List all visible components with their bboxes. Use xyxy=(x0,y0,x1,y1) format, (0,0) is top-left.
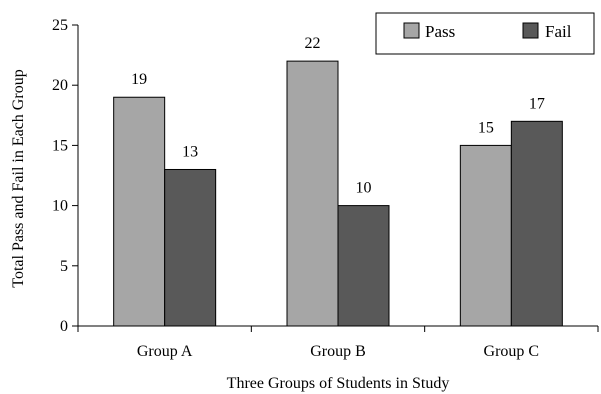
y-ticks: 0 5 10 15 20 25 xyxy=(52,17,78,335)
bar-fail-3 xyxy=(510,120,563,327)
legend-swatch-fail xyxy=(522,22,539,39)
y-tick-label: 5 xyxy=(60,258,68,275)
y-tick-label: 15 xyxy=(52,137,68,154)
data-label-pass-3: 15 xyxy=(478,119,494,136)
legend-label-fail: Fail xyxy=(545,22,572,41)
data-label-fail-2: 10 xyxy=(356,180,372,197)
data-label-pass-1: 19 xyxy=(131,71,147,88)
y-tick-label: 20 xyxy=(52,77,68,94)
legend-swatch-pass xyxy=(403,22,420,39)
legend: Pass Fail xyxy=(375,12,595,55)
y-tick-label: 10 xyxy=(52,198,68,215)
bar-fail-2 xyxy=(337,205,390,327)
legend-label-pass: Pass xyxy=(425,22,455,41)
category-labels: Group A Group B Group C xyxy=(137,343,539,360)
x-category-label: Group B xyxy=(310,343,366,360)
bar-fail-1 xyxy=(164,168,217,327)
bar-pass-2 xyxy=(286,60,339,327)
x-category-label: Group C xyxy=(484,343,540,360)
data-label-fail-3: 17 xyxy=(529,95,545,112)
bar-pass-3 xyxy=(459,144,512,327)
x-ticks xyxy=(77,326,599,332)
y-axis-title: Total Pass and Fail in Each Group xyxy=(10,69,27,287)
data-label-pass-2: 22 xyxy=(305,35,321,52)
y-tick-label: 25 xyxy=(52,17,68,34)
x-axis-title: Three Groups of Students in Study xyxy=(227,375,450,392)
data-label-fail-1: 13 xyxy=(182,143,198,160)
data-labels: 19 13 22 10 15 17 xyxy=(131,35,545,196)
y-tick-label: 0 xyxy=(60,318,68,335)
bar-pass-1 xyxy=(113,96,166,327)
x-category-label: Group A xyxy=(137,343,193,360)
bars xyxy=(113,60,563,327)
